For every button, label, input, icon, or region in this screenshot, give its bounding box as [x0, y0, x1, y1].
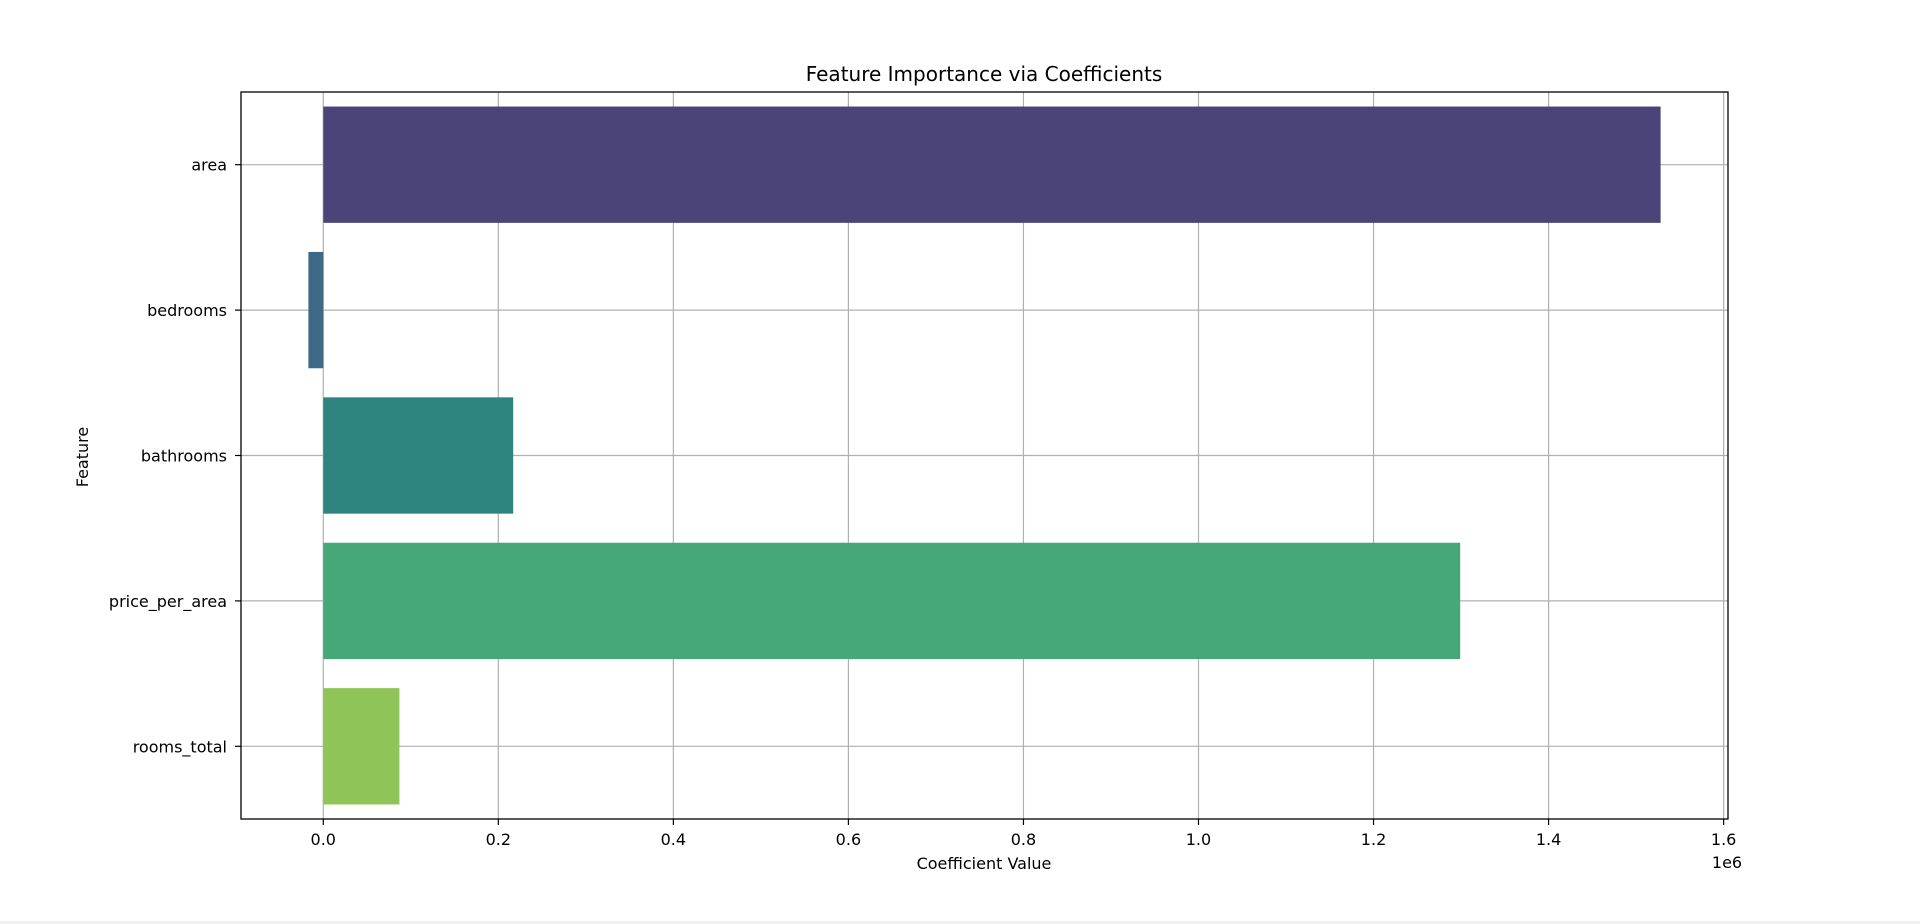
bar-price-per-area — [323, 542, 1461, 660]
x-tick-label: 0.0 — [311, 830, 336, 849]
x-tick-label: 1.0 — [1186, 830, 1211, 849]
y-ticks: area bedrooms bathrooms price_per_arearooms… — [109, 156, 241, 757]
y-tick-label: area — [191, 156, 227, 175]
x-tick-label: 1.2 — [1361, 830, 1386, 849]
x-tick-label: 1.6 — [1711, 830, 1736, 849]
y-axis-label: Feature — [73, 427, 92, 487]
x-tick-label: 0.2 — [486, 830, 511, 849]
x-tick-label: 0.8 — [1011, 830, 1036, 849]
bars — [308, 106, 1661, 805]
bar-rooms-total — [323, 688, 400, 805]
y-tick-label: price_per_area — [109, 592, 227, 612]
x-tick-label: 0.6 — [836, 830, 861, 849]
bar-bedrooms — [308, 251, 324, 369]
bar-area — [323, 106, 1661, 223]
x-axis-offset-label: 1e6 — [1712, 853, 1742, 872]
x-tick-label: 0.4 — [661, 830, 686, 849]
x-tick-label: 1.4 — [1536, 830, 1561, 849]
chart-title: Feature Importance via Coefficients — [806, 62, 1163, 86]
y-tick-label: bathrooms — [141, 447, 227, 466]
x-ticks: 0.0 0.2 0.4 0.6 0.8 1.0 1.2 1.4 1.6 — [311, 819, 1736, 849]
y-tick-label: bedrooms — [147, 301, 227, 320]
x-axis-label: Coefficient Value — [917, 854, 1052, 873]
bar-bathrooms — [323, 397, 514, 514]
y-tick-label: rooms_total — [133, 737, 227, 757]
footer-strip — [0, 921, 1920, 924]
